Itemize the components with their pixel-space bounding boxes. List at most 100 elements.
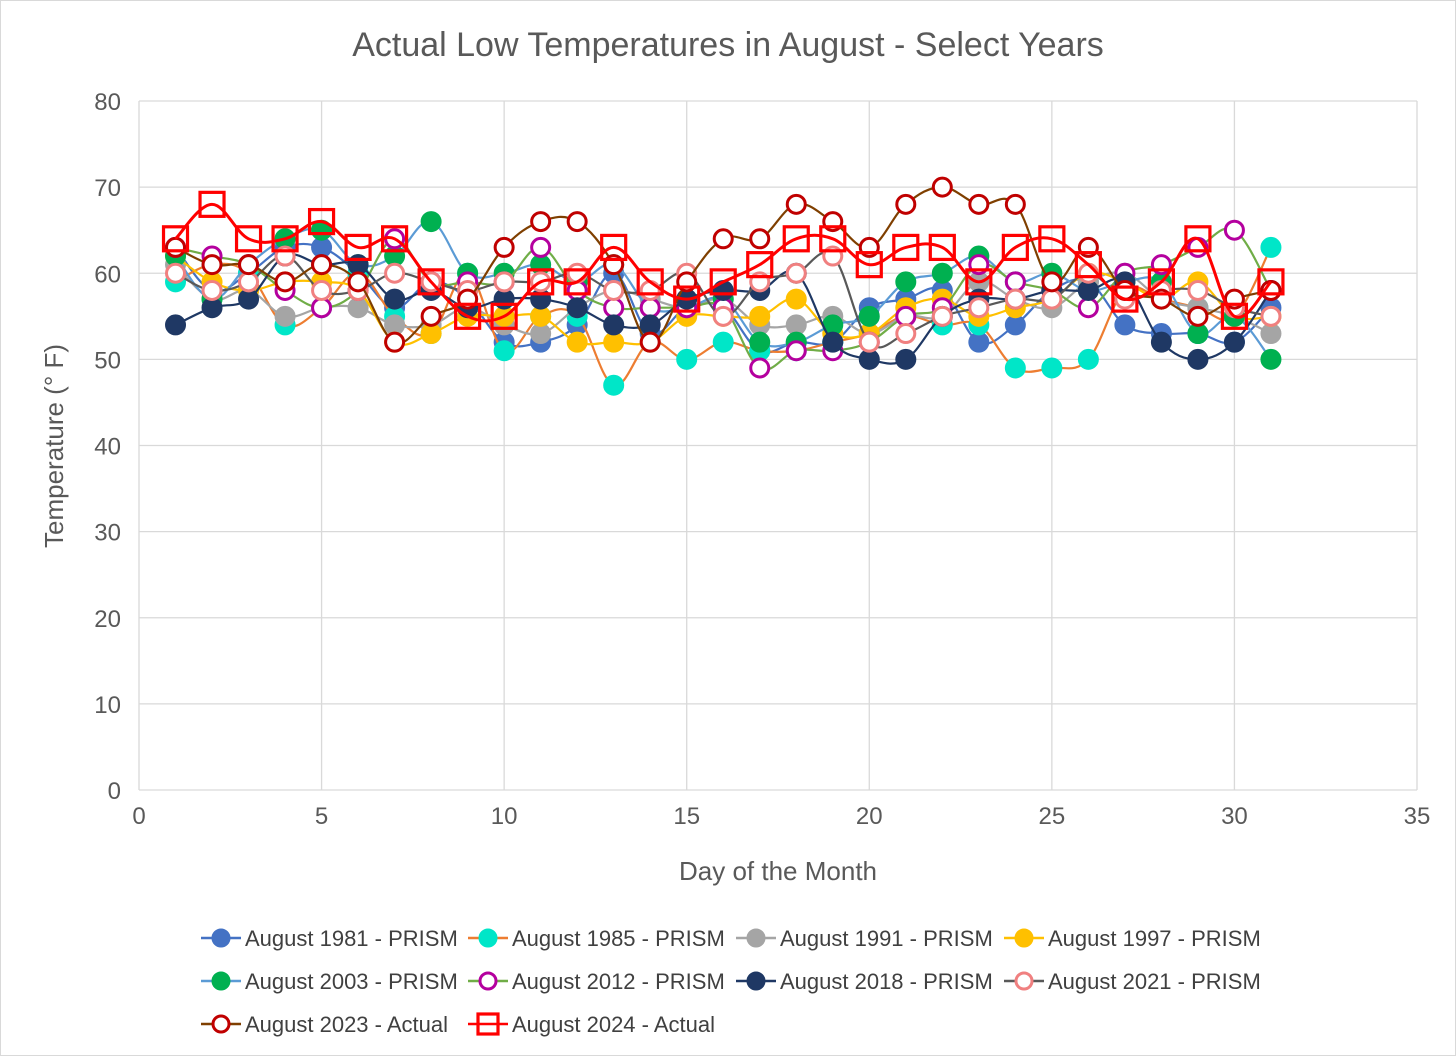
x-axis-title: Day of the Month <box>679 856 877 886</box>
data-point <box>712 331 734 353</box>
y-tick-label: 80 <box>94 89 121 116</box>
data-point <box>968 297 990 319</box>
legend-item: August 2021 - PRISM <box>1004 969 1261 994</box>
data-point <box>749 357 771 379</box>
data-point <box>603 279 625 301</box>
legend-marker <box>746 928 766 948</box>
data-point <box>307 207 336 236</box>
data-point <box>238 254 260 276</box>
data-point <box>895 305 917 327</box>
y-tick-label: 50 <box>94 347 121 374</box>
legend-item: August 1991 - PRISM <box>736 926 993 951</box>
data-point <box>161 225 190 253</box>
data-point <box>1223 219 1245 241</box>
data-point <box>892 233 920 262</box>
data-point <box>165 262 187 284</box>
y-tick-label: 0 <box>108 778 121 805</box>
legend-marker <box>478 928 498 948</box>
data-point <box>1111 285 1139 313</box>
legend-marker <box>478 971 498 991</box>
data-point <box>201 254 223 276</box>
data-point <box>1001 233 1029 262</box>
data-point <box>603 297 625 319</box>
data-point <box>1004 288 1026 310</box>
legend-label: August 1981 - PRISM <box>245 926 458 951</box>
data-point <box>603 374 625 396</box>
data-point <box>858 331 880 353</box>
legend-marker <box>476 1012 500 1036</box>
data-point <box>1184 225 1212 253</box>
data-point <box>749 305 771 327</box>
data-point <box>1260 236 1282 258</box>
x-tick-label: 30 <box>1221 803 1248 830</box>
data-point <box>566 297 588 319</box>
data-point <box>347 271 369 293</box>
data-point <box>1223 331 1245 353</box>
legend-marker <box>1014 928 1034 948</box>
y-tick-label: 60 <box>94 261 121 288</box>
legend-item: August 1981 - PRISM <box>201 926 458 951</box>
data-point <box>1220 302 1249 330</box>
data-point <box>636 268 664 296</box>
legend-item: August 2012 - PRISM <box>468 969 725 994</box>
data-point <box>603 314 625 336</box>
legend-item: August 2023 - Actual <box>201 1012 448 1037</box>
legend-label: August 2018 - PRISM <box>780 969 993 994</box>
data-point <box>1187 279 1209 301</box>
data-point <box>563 268 591 296</box>
data-point <box>1187 305 1209 327</box>
y-tick-label: 30 <box>94 520 121 547</box>
data-point <box>198 190 226 218</box>
data-point <box>417 268 445 296</box>
data-point <box>965 268 993 296</box>
y-tick-label: 70 <box>94 175 121 202</box>
data-point <box>1074 251 1102 279</box>
data-point <box>165 236 187 258</box>
data-point <box>566 262 588 284</box>
y-axis-title: Temperature (° F) <box>39 344 69 548</box>
data-point <box>858 305 880 327</box>
data-point <box>1041 357 1063 379</box>
data-point <box>311 254 333 276</box>
data-point <box>928 233 956 262</box>
data-point <box>895 323 917 345</box>
legend-item: August 2024 - Actual <box>468 1012 715 1037</box>
y-tick-label: 10 <box>94 692 121 719</box>
legend-label: August 2003 - PRISM <box>245 969 458 994</box>
data-point <box>493 340 515 362</box>
data-point <box>311 279 333 301</box>
data-point <box>968 193 990 215</box>
data-point <box>822 331 844 353</box>
x-tick-label: 5 <box>315 803 328 830</box>
data-point <box>1150 331 1172 353</box>
data-point <box>271 225 299 253</box>
data-point <box>566 211 588 233</box>
data-point <box>639 297 661 319</box>
data-point <box>785 262 807 284</box>
data-point <box>785 193 807 215</box>
axis-ticks: 0 10 20 30 40 50 60 70 80 0 5 10 15 20 25 30 35 <box>94 89 1430 830</box>
gridlines <box>138 100 1418 791</box>
series-group <box>161 176 1285 396</box>
data-point <box>1260 305 1282 327</box>
data-point <box>1077 297 1099 319</box>
legend-marker <box>211 1014 231 1034</box>
data-point <box>1257 268 1285 296</box>
x-tick-label: 15 <box>673 803 700 830</box>
legend-label: August 2024 - Actual <box>512 1012 715 1037</box>
x-tick-label: 35 <box>1404 803 1431 830</box>
data-point <box>384 262 406 284</box>
data-point <box>384 288 406 310</box>
data-point <box>493 271 515 293</box>
data-point <box>420 305 442 327</box>
legend-label: August 2012 - PRISM <box>512 969 725 994</box>
legend-label: August 1997 - PRISM <box>1048 926 1261 951</box>
data-point <box>530 236 552 258</box>
x-tick-label: 25 <box>1039 803 1066 830</box>
data-point <box>895 193 917 215</box>
data-point <box>785 288 807 310</box>
data-point <box>1077 262 1099 284</box>
legend-label: August 1991 - PRISM <box>780 926 993 951</box>
